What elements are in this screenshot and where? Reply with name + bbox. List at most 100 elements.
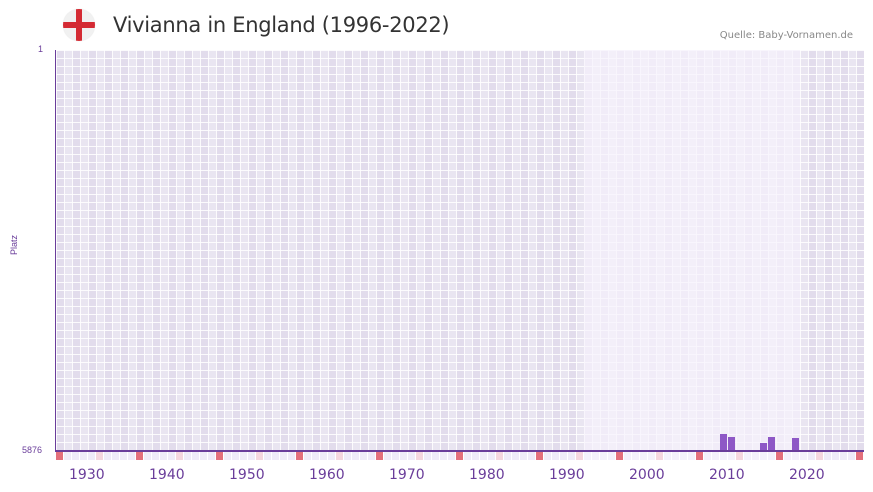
year-marker: [264, 452, 271, 460]
year-marker: [280, 452, 287, 460]
year-marker: [768, 452, 775, 460]
year-marker: [328, 452, 335, 460]
year-marker: [632, 452, 639, 460]
year-marker: [744, 452, 751, 460]
grid-column: [816, 50, 824, 450]
year-marker: [728, 452, 735, 460]
year-marker: [544, 452, 551, 460]
year-marker: [192, 452, 199, 460]
bar-2011[interactable]: [720, 434, 727, 450]
year-marker: [648, 452, 655, 460]
x-axis-label: 1990: [549, 467, 585, 483]
grid-column: [176, 50, 184, 450]
x-axis-label: 1980: [469, 467, 505, 483]
grid-column: [432, 50, 440, 450]
grid-column: [560, 50, 568, 450]
year-marker: [272, 452, 279, 460]
grid-column: [528, 50, 536, 450]
year-marker: [512, 452, 519, 460]
year-marker: [672, 452, 679, 460]
year-marker: [232, 452, 239, 460]
year-marker: [472, 452, 479, 460]
year-marker: [600, 452, 607, 460]
year-marker: [240, 452, 247, 460]
year-marker: [616, 452, 623, 460]
grid-column: [192, 50, 200, 450]
grid-column: [368, 50, 376, 450]
year-marker: [736, 452, 743, 460]
year-marker: [72, 452, 79, 460]
grid-column: [464, 50, 472, 450]
grid-column: [64, 50, 72, 450]
year-marker: [136, 452, 143, 460]
grid-column: [496, 50, 504, 450]
year-marker: [160, 452, 167, 460]
year-marker: [528, 452, 535, 460]
year-marker: [496, 452, 503, 460]
bar-2017[interactable]: [768, 437, 775, 450]
x-axis-label: 2020: [789, 467, 825, 483]
england-flag-icon: [63, 9, 95, 41]
year-marker: [120, 452, 127, 460]
year-marker: [376, 452, 383, 460]
x-axis-label: 2000: [629, 467, 665, 483]
year-marker: [200, 452, 207, 460]
year-marker: [64, 452, 71, 460]
year-marker: [704, 452, 711, 460]
year-marker: [296, 452, 303, 460]
x-axis-label: 1950: [229, 467, 265, 483]
year-marker: [392, 452, 399, 460]
bar-2012[interactable]: [728, 437, 735, 450]
year-marker: [144, 452, 151, 460]
year-marker: [344, 452, 351, 460]
year-marker: [840, 452, 847, 460]
year-marker: [384, 452, 391, 460]
year-marker: [808, 452, 815, 460]
year-marker: [448, 452, 455, 460]
grid-column: [848, 50, 856, 450]
year-marker: [720, 452, 727, 460]
grid-column: [480, 50, 488, 450]
year-marker: [288, 452, 295, 460]
x-axis-label: 1940: [149, 467, 185, 483]
year-marker: [696, 452, 703, 460]
grid-column: [112, 50, 120, 450]
year-marker: [432, 452, 439, 460]
source-label: Quelle: Baby-Vornamen.de: [719, 30, 853, 41]
y-axis-title: Platz: [9, 234, 19, 255]
grid-column: [144, 50, 152, 450]
x-axis-label: 2010: [709, 467, 745, 483]
grid-column: [208, 50, 216, 450]
year-marker: [224, 452, 231, 460]
year-marker: [176, 452, 183, 460]
chart-title: Vivianna in England (1996-2022): [113, 13, 450, 37]
year-marker: [680, 452, 687, 460]
year-marker: [752, 452, 759, 460]
grid-column: [544, 50, 552, 450]
year-marker: [576, 452, 583, 460]
year-marker: [832, 452, 839, 460]
grid-column: [336, 50, 344, 450]
x-axis: [55, 450, 864, 452]
year-marker: [688, 452, 695, 460]
grid-column: [832, 50, 840, 450]
year-marker: [464, 452, 471, 460]
year-marker: [848, 452, 855, 460]
year-marker: [408, 452, 415, 460]
grid-column: [224, 50, 232, 450]
year-marker: [168, 452, 175, 460]
y-axis-bottom-label: 5876: [22, 445, 43, 455]
year-marker: [456, 452, 463, 460]
bar-2016[interactable]: [760, 443, 767, 450]
bar-2020[interactable]: [792, 438, 799, 450]
year-marker: [592, 452, 599, 460]
year-marker: [656, 452, 663, 460]
year-marker: [256, 452, 263, 460]
year-marker: [304, 452, 311, 460]
grid-column: [304, 50, 312, 450]
grid-column: [128, 50, 136, 450]
grid-column: [80, 50, 88, 450]
year-marker: [608, 452, 615, 460]
year-marker: [368, 452, 375, 460]
year-marker: [800, 452, 807, 460]
